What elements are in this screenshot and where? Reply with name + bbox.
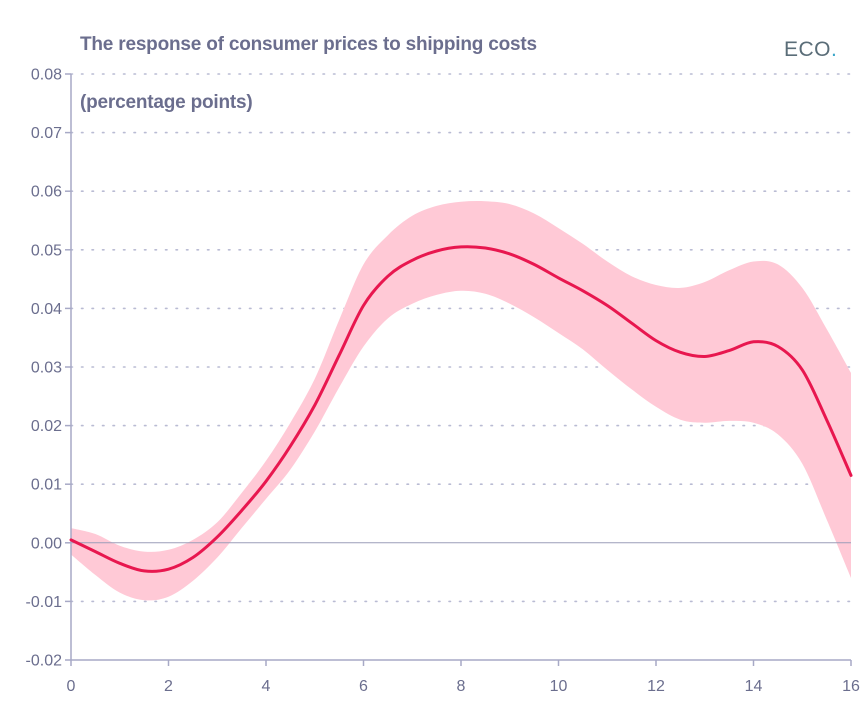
- x-tick-label: 2: [164, 678, 173, 695]
- eco-logo: ECO.: [784, 38, 837, 62]
- y-tick-label: 0.00: [31, 535, 62, 552]
- y-tick-label: -0.02: [26, 653, 63, 670]
- series-line: [69, 245, 853, 573]
- logo-text: ECO: [784, 38, 832, 61]
- y-tick-label: -0.01: [26, 594, 63, 611]
- x-tick-label: 8: [457, 678, 466, 695]
- x-tick-label: 12: [647, 678, 665, 695]
- y-tick-label: 0.08: [31, 67, 62, 84]
- logo-dot: .: [831, 38, 838, 61]
- y-tick-label: 0.03: [31, 360, 62, 377]
- y-tick-label: 0.07: [31, 125, 62, 142]
- x-tick-label: 4: [262, 678, 271, 695]
- x-tick-label: 6: [359, 678, 368, 695]
- x-tick-label: 16: [842, 678, 860, 695]
- chart-title: The response of consumer prices to shipp…: [80, 34, 537, 55]
- y-tick-label: 0.01: [31, 477, 62, 494]
- y-tick-label: 0.05: [31, 242, 62, 259]
- y-tick-label: 0.04: [31, 301, 62, 318]
- x-tick-label: 10: [550, 678, 568, 695]
- x-tick-label: 14: [745, 678, 763, 695]
- y-tick-label: 0.06: [31, 184, 62, 201]
- x-tick-label: 0: [67, 678, 76, 695]
- y-tick-label: 0.02: [31, 418, 62, 435]
- confidence-band: [71, 200, 851, 601]
- y-ticks: -0.02 -0.01 0.00 0.01 0.02 0.03 0.04 0.05 0.06 0.…: [26, 67, 71, 670]
- x-ticks: 0 2 4 6 8 10 12 14 16: [67, 660, 860, 695]
- chart-subtitle: (percentage points): [80, 92, 253, 113]
